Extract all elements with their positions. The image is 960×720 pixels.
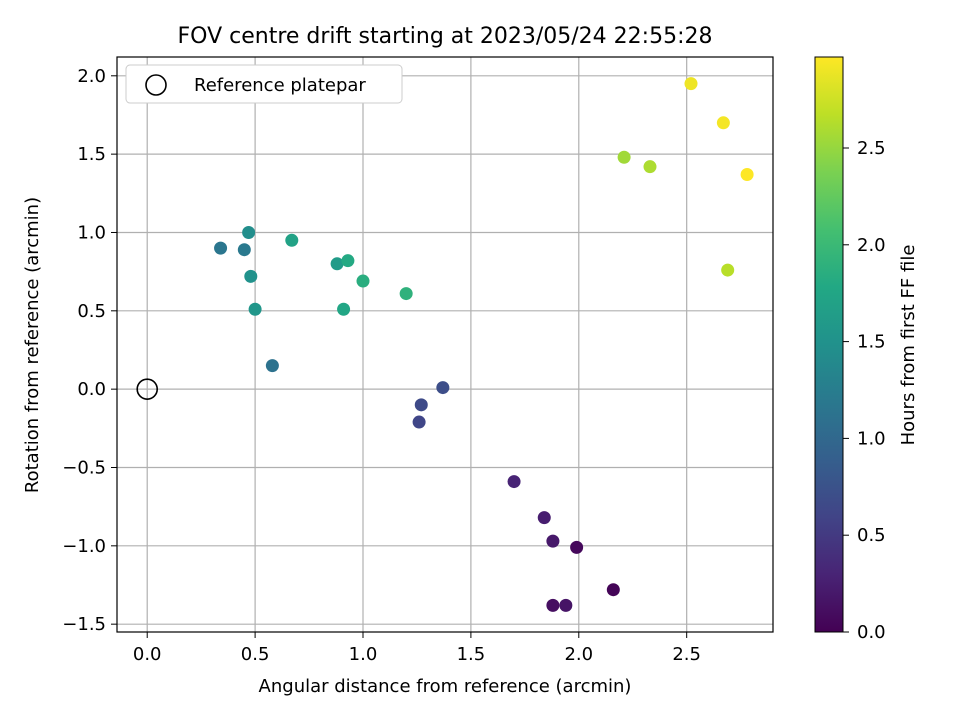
colorbar-tick-label: 0.0 [857,622,886,643]
reference-marker [136,378,159,400]
legend-label: Reference platepar [194,75,366,96]
x-tick-label: 0.5 [241,644,270,665]
legend-box [125,64,403,104]
colorbar-tick-label: 1.0 [857,428,886,449]
y-tick-label: 2.0 [77,66,106,87]
data-point [214,241,228,255]
data-point [237,243,251,257]
data-point [399,287,413,301]
data-point [546,598,560,612]
data-point [285,233,299,247]
x-tick-label: 2.5 [672,644,701,665]
data-point [617,150,631,164]
data-point [643,160,657,174]
data-point [412,415,426,429]
y-tick-label: 0.0 [77,379,106,400]
data-point [606,583,620,597]
data-point [721,263,735,277]
legend-reference-marker [145,74,167,96]
data-point [507,475,521,489]
x-axis-ticks: 0.0 0.5 1.0 1.5 2.0 2.5 [133,632,701,665]
data-point [570,540,584,554]
data-point [356,274,370,288]
data-point [684,77,698,91]
data-point [242,225,256,239]
data-point [716,116,730,130]
y-tick-label: 1.5 [77,144,106,165]
data-point [546,534,560,548]
colorbar-tick-label: 0.5 [857,525,886,546]
data-point [330,257,344,271]
x-axis-label: Angular distance from reference (arcmin) [259,676,632,697]
data-point [559,598,573,612]
data-points [214,77,754,612]
data-point [244,269,258,283]
legend: Reference platepar [125,64,403,104]
data-point [537,511,551,525]
colorbar [814,56,844,633]
plot-frame [116,56,774,633]
y-tick-label: −1.5 [62,614,106,635]
x-tick-label: 2.0 [564,644,593,665]
x-tick-label: 1.5 [457,644,486,665]
colorbar-tick-label: 2.0 [857,235,886,256]
x-tick-label: 0.0 [133,644,162,665]
chart-title: FOV centre drift starting at 2023/05/24 … [178,24,713,49]
y-axis-ticks: −1.5 −1.0 −0.5 0.0 0.5 1.0 1.5 2.0 [62,66,117,635]
colorbar-tick-label: 2.5 [857,138,886,159]
colorbar-tick-label: 1.5 [857,332,886,353]
y-axis-label: Rotation from reference (arcmin) [22,197,43,493]
data-point [740,168,754,182]
y-tick-label: −1.0 [62,536,106,557]
x-tick-label: 1.0 [349,644,378,665]
data-point [436,381,450,395]
y-tick-label: 0.5 [77,301,106,322]
y-tick-label: −0.5 [62,457,106,478]
data-point [337,302,351,316]
data-point [414,398,428,412]
data-point [341,254,355,268]
colorbar-ticks: 0.0 0.5 1.0 1.5 2.0 2.5 [843,138,886,643]
grid-lines [117,57,773,632]
y-tick-label: 1.0 [77,222,106,243]
colorbar-label: Hours from first FF file [898,245,919,446]
data-point [265,359,279,373]
data-point [248,302,262,316]
